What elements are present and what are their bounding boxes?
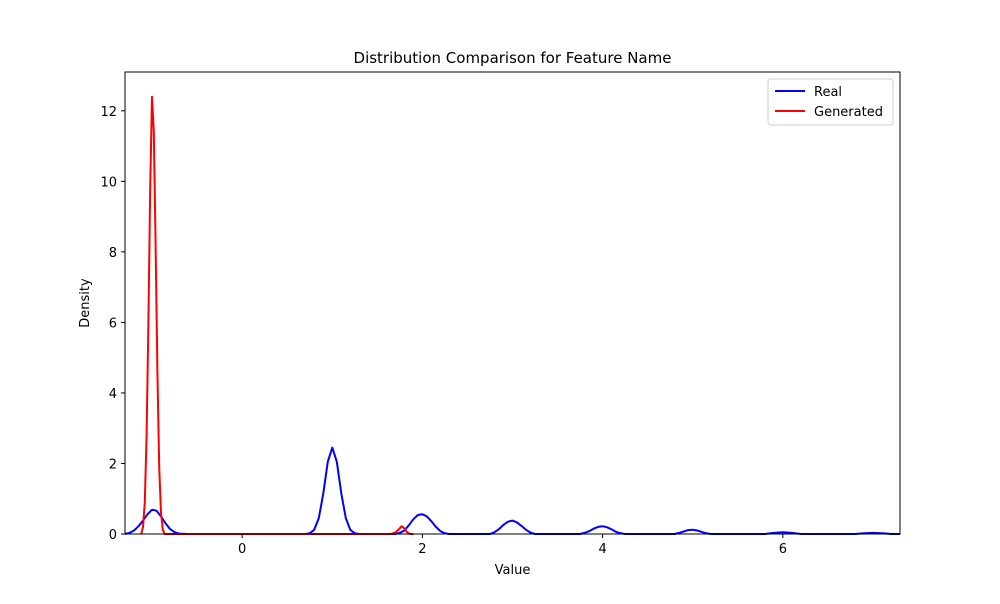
y-tick-label: 4 [109,387,117,402]
y-tick-label: 8 [109,246,117,261]
x-tick-label: 6 [779,542,787,557]
x-tick-label: 2 [418,542,426,557]
y-tick-label: 12 [100,105,117,120]
plot-frame [124,71,901,535]
x-axis-label: Value [495,563,531,578]
y-tick-label: 0 [109,528,117,543]
legend-label-real: Real [814,85,842,100]
y-tick-label: 10 [100,175,117,190]
x-tick-label: 4 [598,542,606,557]
x-axis-ticks: 0 2 4 6 [238,534,787,557]
x-tick-label: 0 [238,542,246,557]
legend-label-generated: Generated [814,105,883,120]
legend: Real Generated [767,78,894,126]
y-tick-label: 6 [109,316,117,331]
series-line-generated [140,95,414,535]
y-tick-label: 2 [109,457,117,472]
chart-title: Distribution Comparison for Feature Name [354,49,672,67]
y-axis-label: Density [78,278,93,328]
y-axis-ticks: 0 2 4 6 8 10 12 [100,105,125,543]
